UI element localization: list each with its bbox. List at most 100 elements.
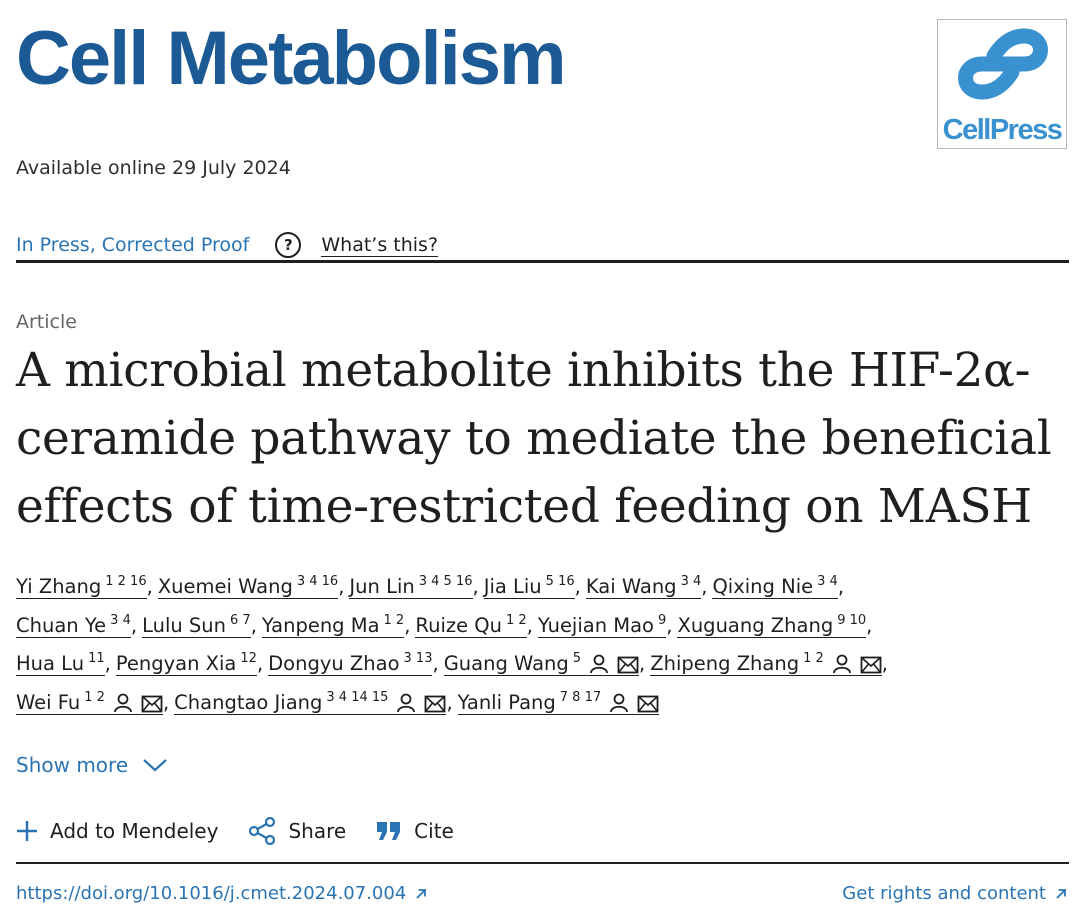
author-name: Lulu Sun xyxy=(142,613,227,637)
cellpress-mark-icon xyxy=(958,28,1048,100)
author-affiliations: 5 xyxy=(572,651,582,667)
show-more-button[interactable]: Show more xyxy=(16,753,168,777)
mendeley-label: Add to Mendeley xyxy=(50,819,219,843)
author-affiliations: 1 2 xyxy=(506,612,527,628)
author-name: Guang Wang xyxy=(443,652,569,676)
author-affiliations: 1 2 16 xyxy=(105,574,147,589)
author-line: Yi Zhang 1 2 16, Xuemei Wang 3 4 16, Jun Lin… xyxy=(16,568,1072,607)
author-affiliations: 1 2 xyxy=(803,651,824,667)
envelope-icon[interactable] xyxy=(424,695,446,713)
author-name: Xuguang Zhang xyxy=(677,613,834,637)
author-name: Yi Zhang xyxy=(16,575,102,598)
cellpress-logo[interactable]: CellPress xyxy=(937,19,1067,149)
author-separator: , xyxy=(146,575,153,598)
author-separator: , xyxy=(866,613,873,637)
show-more-label: Show more xyxy=(16,753,129,777)
author-link[interactable]: Yanli Pang 7 8 17 xyxy=(457,689,660,715)
author-separator: , xyxy=(104,652,111,676)
author-line: Hua Lu 11, Pengyan Xia 12, Dongyu Zhao 3 13, G… xyxy=(16,645,1072,684)
chevron-down-icon xyxy=(143,759,167,772)
person-icon[interactable] xyxy=(113,693,133,713)
author-separator: , xyxy=(130,613,138,637)
quote-icon xyxy=(377,822,401,840)
doi-link[interactable]: https://doi.org/10.1016/j.cmet.2024.07.0… xyxy=(16,883,428,904)
whats-this-link[interactable]: What’s this? xyxy=(321,233,439,257)
article-title: A microbial metabolite inhibits the HIF-… xyxy=(16,337,1076,541)
author-affiliations: 1 2 xyxy=(84,689,105,705)
author-separator: , xyxy=(432,652,439,676)
author-link[interactable]: Pengyan Xia 12 xyxy=(115,652,257,677)
author-name: Hua Lu xyxy=(16,652,85,676)
author-link[interactable]: Wei Fu 1 2 xyxy=(16,689,163,715)
author-link[interactable]: Hua Lu 11 xyxy=(16,651,105,677)
author-separator: , xyxy=(446,690,453,714)
author-name: Dongyu Zhao xyxy=(268,652,400,676)
author-link[interactable]: Xuemei Wang 3 4 16 xyxy=(157,575,339,599)
author-separator: , xyxy=(639,652,646,676)
author-link[interactable]: Jia Liu 5 16 xyxy=(483,574,575,599)
author-link[interactable]: Yuejian Mao 9 xyxy=(537,614,667,638)
author-link[interactable]: Zhipeng Zhang 1 2 xyxy=(650,651,882,677)
header-divider xyxy=(16,260,1069,263)
author-link[interactable]: Qixing Nie 3 4 xyxy=(712,575,838,599)
author-name: Changtao Jiang xyxy=(174,690,323,714)
cite-button[interactable]: Cite xyxy=(376,819,454,843)
author-name: Pengyan Xia xyxy=(115,652,237,676)
author-separator: , xyxy=(666,613,673,637)
author-name: Jun Lin xyxy=(349,575,415,598)
author-name: Qixing Nie xyxy=(712,575,814,598)
author-link[interactable]: Yi Zhang 1 2 16 xyxy=(16,574,147,599)
get-rights-link[interactable]: Get rights and content xyxy=(842,883,1068,904)
author-name: Chuan Ye xyxy=(16,613,107,637)
available-online-date: Available online 29 July 2024 xyxy=(16,157,291,179)
envelope-icon[interactable] xyxy=(617,656,639,674)
author-link[interactable]: Jun Lin 3 4 5 16 xyxy=(349,574,473,599)
person-icon[interactable] xyxy=(589,654,609,674)
add-to-mendeley-button[interactable]: Add to Mendeley xyxy=(16,819,218,843)
author-affiliations: 3 4 xyxy=(680,574,702,589)
envelope-icon[interactable] xyxy=(141,695,163,713)
author-name: Jia Liu xyxy=(483,575,542,598)
article-type: Article xyxy=(16,311,77,333)
author-separator: , xyxy=(256,652,264,676)
title-line-2: ceramide pathway to mediate the benefici… xyxy=(16,411,1052,466)
author-link[interactable]: Ruize Qu 1 2 xyxy=(415,612,527,638)
person-icon[interactable] xyxy=(832,654,852,674)
author-separator: , xyxy=(472,575,479,598)
author-separator: , xyxy=(574,575,581,598)
rights-text: Get rights and content xyxy=(842,883,1046,904)
author-separator: , xyxy=(338,575,345,598)
envelope-icon[interactable] xyxy=(637,695,659,713)
author-link[interactable]: Chuan Ye 3 4 xyxy=(16,613,131,638)
author-separator: , xyxy=(837,575,845,598)
person-icon[interactable] xyxy=(396,693,416,713)
plus-icon xyxy=(17,821,37,841)
journal-title[interactable]: Cell Metabolism xyxy=(16,16,567,101)
share-button[interactable]: Share xyxy=(248,817,346,845)
author-name: Xuemei Wang xyxy=(157,575,293,598)
author-affiliations: 6 7 xyxy=(230,612,251,628)
author-link[interactable]: Xuguang Zhang 9 10 xyxy=(677,613,867,638)
article-actions: Add to Mendeley Share Cite xyxy=(16,815,484,847)
author-link[interactable]: Yanpeng Ma 1 2 xyxy=(261,613,405,638)
article-status-row: In Press, Corrected Proof ? What’s this? xyxy=(16,229,439,261)
author-link[interactable]: Kai Wang 3 4 xyxy=(585,574,702,599)
author-link[interactable]: Changtao Jiang 3 4 14 15 xyxy=(174,690,447,715)
footer-divider xyxy=(16,862,1069,864)
question-mark-icon[interactable]: ? xyxy=(275,232,302,258)
author-link[interactable]: Dongyu Zhao 3 13 xyxy=(268,652,433,677)
author-name: Yanpeng Ma xyxy=(261,613,380,637)
author-affiliations: 3 4 5 16 xyxy=(418,574,473,589)
share-icon xyxy=(249,817,276,845)
envelope-icon[interactable] xyxy=(860,656,882,674)
author-affiliations: 7 8 17 xyxy=(559,689,602,705)
author-affiliations: 5 16 xyxy=(545,574,575,589)
author-link[interactable]: Lulu Sun 6 7 xyxy=(142,612,251,638)
external-link-icon xyxy=(1056,888,1066,899)
author-affiliations: 11 xyxy=(88,651,105,667)
author-line: Wei Fu 1 2, Changtao Jiang 3 4 14 15, Yanli … xyxy=(16,684,1072,723)
person-icon[interactable] xyxy=(609,693,629,713)
external-link-icon xyxy=(416,888,427,899)
author-link[interactable]: Guang Wang 5 xyxy=(443,651,640,677)
status-link[interactable]: In Press, Corrected Proof xyxy=(16,234,250,256)
